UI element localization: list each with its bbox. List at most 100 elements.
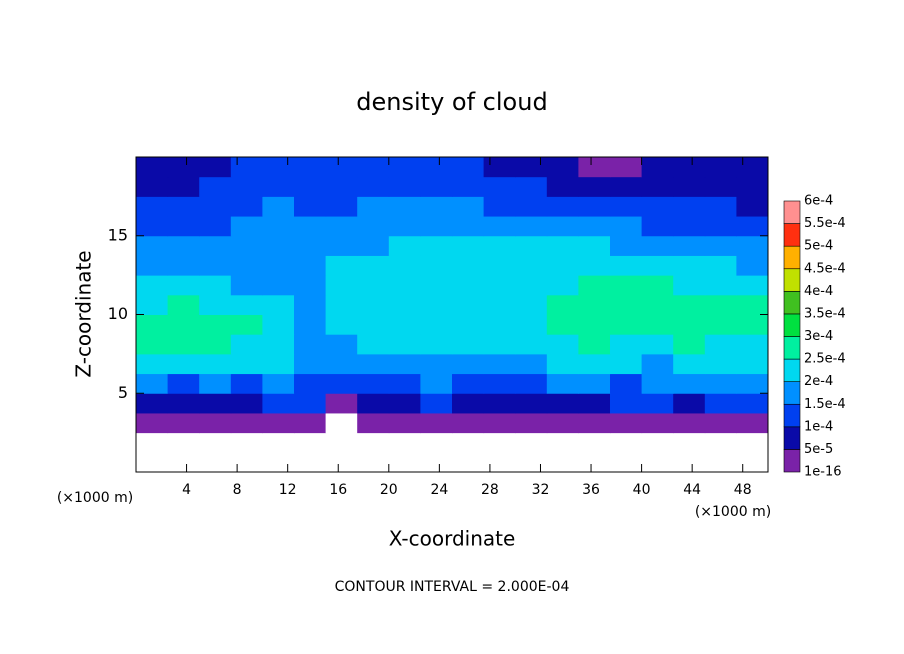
contour-cell	[736, 412, 769, 434]
contour-cell	[610, 235, 643, 256]
contour-cell	[515, 294, 548, 315]
contour-cell	[578, 334, 611, 355]
colorbar-label: 2e-4	[804, 374, 833, 389]
contour-cell	[294, 373, 327, 394]
contour-cell	[230, 353, 263, 375]
contour-cell	[420, 294, 453, 315]
contour-cell	[262, 334, 295, 355]
contour-cell	[610, 432, 643, 453]
contour-cell	[388, 412, 421, 434]
contour-cell	[641, 373, 674, 394]
contour-cell	[704, 294, 737, 315]
contour-cell	[610, 412, 643, 434]
contour-cell	[641, 294, 674, 315]
contour-cell	[641, 216, 674, 237]
contour-cell	[546, 176, 579, 197]
contour-cell	[230, 334, 263, 355]
contour-cell	[483, 393, 516, 414]
contour-cell	[610, 157, 643, 178]
contour-cell	[136, 176, 169, 197]
contour-cell	[167, 255, 200, 276]
contour-cell	[704, 196, 737, 217]
contour-cell	[357, 314, 390, 335]
contour-cell	[357, 373, 390, 394]
contour-cell	[641, 157, 674, 178]
contour-cell	[704, 255, 737, 276]
contour-cell	[136, 314, 169, 335]
contour-cell	[736, 275, 769, 296]
contour-cell	[262, 452, 295, 473]
contour-cell	[294, 393, 327, 414]
contour-cell	[230, 235, 263, 256]
y-tick-label: 5	[118, 383, 128, 402]
contour-cell	[357, 432, 390, 453]
contour-cell	[199, 412, 232, 434]
contour-cell	[546, 196, 579, 217]
contour-cell	[546, 373, 579, 394]
contour-cell	[262, 432, 295, 453]
contour-cell	[452, 393, 485, 414]
contour-cell	[483, 353, 516, 375]
contour-cell	[230, 157, 263, 178]
contour-cell	[420, 353, 453, 375]
contour-cell	[420, 275, 453, 296]
contour-cell	[199, 334, 232, 355]
contour-cell	[736, 373, 769, 394]
contour-cell	[736, 452, 769, 473]
contour-cell	[610, 393, 643, 414]
contour-cell	[610, 275, 643, 296]
colorbar-label: 3.5e-4	[804, 306, 846, 321]
contour-cell	[199, 373, 232, 394]
x-unit: (×1000 m)	[695, 504, 771, 520]
contour-cell	[388, 275, 421, 296]
contour-cell	[736, 196, 769, 217]
contour-cell	[515, 176, 548, 197]
contour-cell	[262, 176, 295, 197]
contour-cell	[325, 196, 358, 217]
contour-cell	[641, 432, 674, 453]
contour-cell	[388, 176, 421, 197]
contour-cell	[262, 235, 295, 256]
contour-cell	[452, 294, 485, 315]
contour-cell	[167, 196, 200, 217]
contour-cell	[546, 314, 579, 335]
x-tick-label: 8	[233, 482, 242, 498]
contour-cell	[483, 216, 516, 237]
colorbar-label: 5.5e-4	[804, 216, 846, 231]
contour-cell	[546, 452, 579, 473]
contour-cell	[294, 294, 327, 315]
contour-cell	[546, 412, 579, 434]
contour-cell	[736, 235, 769, 256]
x-tick-label: 4	[182, 482, 191, 498]
contour-cell	[167, 314, 200, 335]
contour-cell	[483, 452, 516, 473]
contour-cell	[483, 373, 516, 394]
contour-cell	[388, 373, 421, 394]
contour-cell	[357, 176, 390, 197]
contour-cell	[420, 255, 453, 276]
contour-cell	[167, 432, 200, 453]
contour-cell	[610, 452, 643, 473]
contour-cell	[325, 294, 358, 315]
contour-cell	[546, 334, 579, 355]
contour-cell	[357, 393, 390, 414]
contour-cell	[483, 432, 516, 453]
contour-cell	[673, 176, 706, 197]
colorbar-box	[783, 245, 801, 270]
contour-cell	[294, 216, 327, 237]
contour-cell	[641, 452, 674, 473]
contour-cell	[325, 157, 358, 178]
contour-cell	[167, 176, 200, 197]
contour-cell	[673, 432, 706, 453]
contour-cell	[610, 334, 643, 355]
y-tick-label: 10	[108, 304, 128, 323]
contour-cell	[357, 452, 390, 473]
contour-cell	[294, 334, 327, 355]
contour-cell	[420, 196, 453, 217]
colorbar-label: 3e-4	[804, 329, 833, 344]
contour-cell	[578, 314, 611, 335]
contour-cell	[136, 255, 169, 276]
contour-cell	[325, 334, 358, 355]
contour-cell	[641, 334, 674, 355]
contour-cell	[578, 452, 611, 473]
